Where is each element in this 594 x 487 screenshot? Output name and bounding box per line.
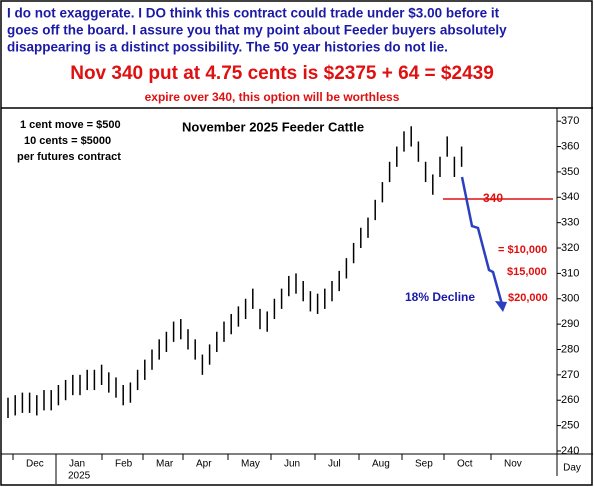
y-tick-label: 250	[561, 419, 579, 431]
x-tick-label: Feb	[115, 459, 133, 470]
y-tick-label: 270	[561, 369, 579, 381]
y-tick-label: 340	[561, 191, 579, 203]
note: 1 cent move = $500	[20, 119, 121, 131]
x-tick-label: Jan	[69, 459, 85, 470]
y-tick-label: 360	[561, 140, 579, 152]
annotation: $20,000	[508, 292, 548, 304]
x-tick-label: Apr	[196, 459, 212, 470]
chart-title: November 2025 Feeder Cattle	[182, 119, 364, 134]
y-tick-label: 240	[561, 445, 579, 457]
y-tick-label: 290	[561, 318, 579, 330]
y-tick-label: 300	[561, 293, 579, 305]
header-line: disappearing is a distinct possibility. …	[7, 40, 448, 55]
subline: expire over 340, this option will be wor…	[145, 90, 400, 104]
annotation: $15,000	[507, 266, 547, 278]
note: per futures contract	[17, 151, 121, 163]
x-tick-label: Jun	[284, 459, 300, 470]
x-tick-label: Mar	[156, 459, 174, 470]
x-tick-label: Oct	[457, 459, 473, 470]
x-tick-label: Sep	[415, 459, 433, 470]
x-tick-label: Nov	[504, 459, 522, 470]
annotation: 340	[483, 191, 503, 205]
x-tick-label: May	[241, 459, 260, 470]
y-tick-label: 260	[561, 394, 579, 406]
note: 10 cents = $5000	[24, 135, 111, 147]
headline: Nov 340 put at 4.75 cents is $2375 + 64 …	[70, 63, 494, 84]
y-tick-label: 330	[561, 217, 579, 229]
y-tick-label: 370	[561, 115, 579, 127]
y-tick-label: 320	[561, 242, 579, 254]
annotation: 18% Decline	[405, 290, 475, 304]
year-label: 2025	[68, 471, 91, 482]
x-tick-label: Aug	[372, 459, 390, 470]
y-tick-label: 280	[561, 343, 579, 355]
y-tick-label: 350	[561, 166, 579, 178]
projection	[460, 176, 505, 309]
x-axis-label: Day	[563, 463, 581, 474]
header-line: goes off the board. I assure you that my…	[7, 23, 507, 38]
x-tick-label: Jul	[328, 459, 341, 470]
arrow-head	[495, 301, 507, 312]
header-line: I do not exaggerate. I DO think this con…	[7, 6, 500, 21]
x-tick-label: Dec	[26, 459, 44, 470]
annotation: = $10,000	[498, 244, 547, 256]
y-tick-label: 310	[561, 267, 579, 279]
